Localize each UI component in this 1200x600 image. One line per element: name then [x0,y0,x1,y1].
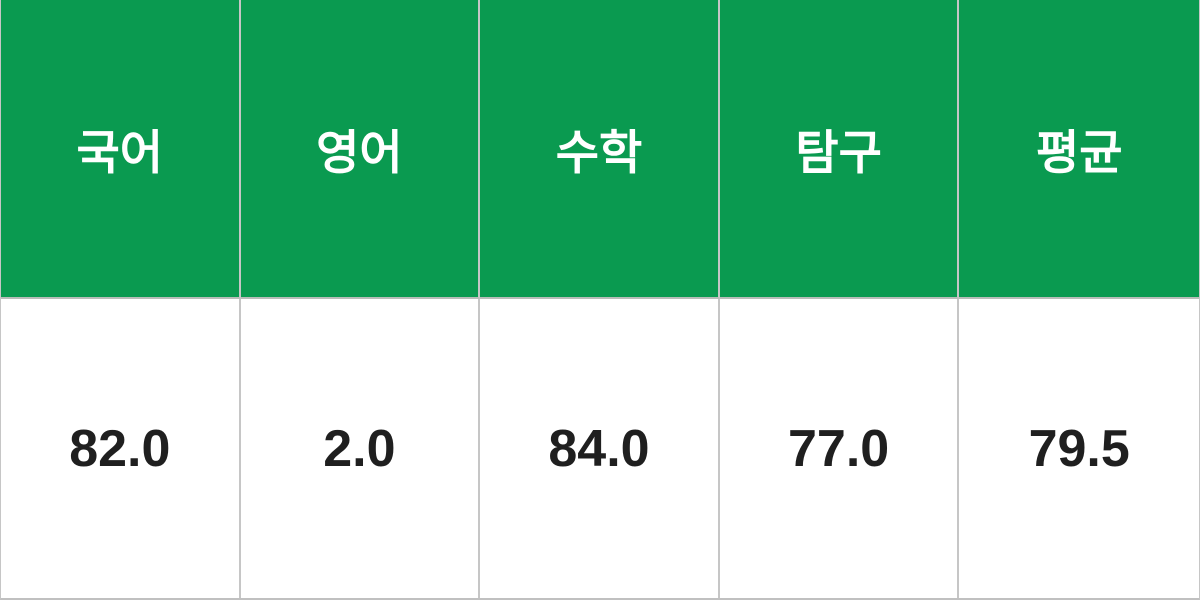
header-label: 영어 [316,126,403,179]
header-cell-inquiry: 탐구 [719,0,960,299]
value-cell-average: 79.5 [959,299,1199,598]
value-cell-english: 2.0 [240,299,481,598]
score-value: 84.0 [548,419,650,478]
score-value: 79.5 [1028,419,1130,478]
header-label: 수학 [555,126,643,179]
header-label: 평균 [1035,126,1123,179]
value-cell-math: 84.0 [480,299,720,598]
header-cell-average: 평균 [959,0,1199,299]
header-cell-korean: 국어 [1,0,241,299]
value-cell-inquiry: 77.0 [719,299,960,598]
score-value: 77.0 [787,419,890,478]
value-cell-korean: 82.0 [1,299,241,598]
header-label: 국어 [76,126,164,179]
header-cell-math: 수학 [480,0,720,299]
score-value: 82.0 [69,419,171,478]
header-cell-english: 영어 [240,0,481,299]
score-value: 2.0 [323,419,396,478]
header-label: 탐구 [795,126,882,179]
